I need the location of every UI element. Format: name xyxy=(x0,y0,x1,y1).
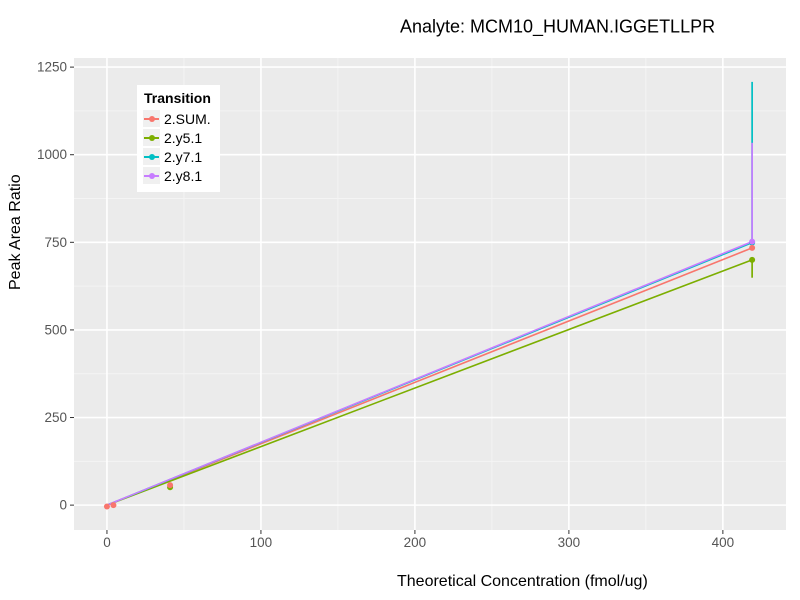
legend-item-2.y7.1: 2.y7.1 xyxy=(143,147,211,166)
legend-title: Transition xyxy=(144,90,211,106)
y-tick-label: 0 xyxy=(59,498,67,513)
x-tick-label: 400 xyxy=(712,535,735,550)
y-tick-label: 1000 xyxy=(37,147,67,162)
data-point-2.SUM. xyxy=(167,482,174,489)
legend-rows: 2.SUM. 2.y5.1 2.y7.1 2.y8.1 xyxy=(143,109,211,185)
legend-item-2.SUM.: 2.SUM. xyxy=(143,109,211,128)
legend-item-label: 2.y8.1 xyxy=(164,167,203,184)
legend-key-dot xyxy=(148,134,155,141)
legend-key-glyph xyxy=(143,148,160,165)
legend-item-2.y8.1: 2.y8.1 xyxy=(143,166,211,185)
series-line-2.y8.1 xyxy=(106,240,753,506)
x-tick-label: 300 xyxy=(558,535,581,550)
series-line-2.y5.1 xyxy=(106,259,753,506)
legend-key-glyph xyxy=(143,129,160,146)
legend-key-dot xyxy=(148,153,155,160)
data-point-2.y8.1 xyxy=(749,238,756,245)
legend-item-label: 2.y7.1 xyxy=(164,148,203,165)
data-point-2.SUM. xyxy=(749,244,756,251)
data-point-2.SUM. xyxy=(110,502,117,509)
legend-item-2.y5.1: 2.y5.1 xyxy=(143,128,211,147)
legend-item-label: 2.SUM. xyxy=(164,110,211,127)
legend: Transition 2.SUM. 2.y5.1 2.y7.1 2.y8.1 xyxy=(137,85,220,192)
x-tick-label: 100 xyxy=(250,535,273,550)
y-tick-label: 750 xyxy=(44,235,67,250)
legend-key-glyph xyxy=(143,167,160,184)
y-tick-label: 1250 xyxy=(37,60,67,75)
x-tick-label: 200 xyxy=(404,535,427,550)
legend-key-dot xyxy=(148,115,155,122)
data-point-2.SUM. xyxy=(103,503,110,510)
y-tick-label: 500 xyxy=(44,322,67,337)
x-tick-label: 0 xyxy=(103,535,111,550)
legend-key-dot xyxy=(148,172,155,179)
data-point-2.y5.1 xyxy=(749,256,756,263)
series-line-2.SUM. xyxy=(106,247,753,506)
legend-key-glyph xyxy=(143,110,160,127)
y-tick-label: 250 xyxy=(44,410,67,425)
legend-item-label: 2.y5.1 xyxy=(164,129,203,146)
